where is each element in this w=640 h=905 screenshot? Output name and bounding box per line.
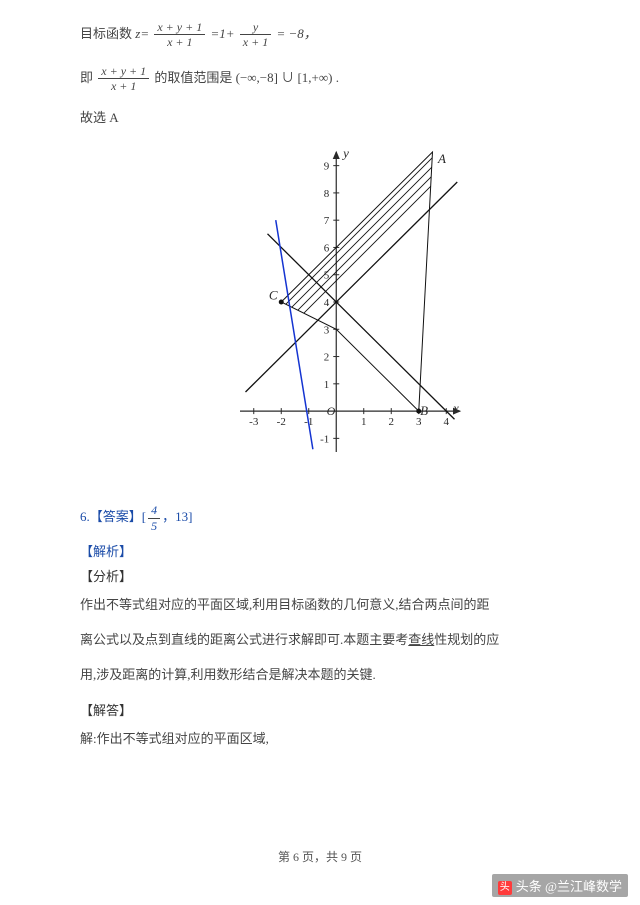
svg-text:x: x [452,401,459,416]
page-footer: 第 6 页，共 9 页 [0,848,640,865]
svg-text:5: 5 [324,270,330,282]
svg-text:1: 1 [361,416,367,428]
svg-text:7: 7 [324,216,330,228]
svg-text:-3: -3 [249,416,259,428]
svg-text:C: C [269,288,278,303]
q6-p4: 解:作出不等式组对应的平面区域, [80,729,580,750]
q6-p2c: 性规划的应 [434,632,499,647]
chart-container: -3-2-11234-1123456789yxOABC [80,142,580,487]
q6-answer-header: 6.【答案】[45，13] [80,503,580,533]
q6-p2a: 离公式以及点到直线的距离公式进行求解即可.本题主要考 [80,632,408,647]
svg-text:B: B [420,404,428,419]
q6-frac-den: 5 [148,519,160,533]
eq1-f2-den: x + 1 [240,35,271,49]
svg-text:1: 1 [324,379,330,391]
q6-p3: 用,涉及距离的计算,利用数形结合是解决本题的关键. [80,665,580,686]
eq1-suffix: = −8， [276,26,316,41]
answer-select: 故选 A [80,108,580,129]
eq2-num: x + y + 1 [98,64,149,79]
eq2-prefix: 即 [80,70,96,85]
svg-text:6: 6 [324,243,330,255]
analysis-label: 【解析】 [80,541,580,560]
feasible-region-chart: -3-2-11234-1123456789yxOABC [180,142,480,482]
svg-text:2: 2 [389,416,395,428]
svg-text:-1: -1 [320,434,329,446]
eq1-z: z= [135,26,149,41]
eq2-den: x + 1 [98,79,149,93]
q6-hdr-prefix: 6.【答案】 [80,509,142,524]
q6-p2: 离公式以及点到直线的距离公式进行求解即可.本题主要考查线性规划的应 [80,630,580,651]
eq1-mid: =1+ [210,26,234,41]
svg-text:-2: -2 [277,416,286,428]
jieda-label: 【解答】 [80,700,580,719]
svg-text:y: y [341,146,349,161]
watermark-icon: 头 [498,881,512,895]
svg-text:2: 2 [324,352,330,364]
svg-text:9: 9 [324,161,330,173]
svg-text:8: 8 [324,188,330,200]
watermark: 头头条 @兰江峰数学 [492,874,628,897]
eq2-frac: x + y + 1 x + 1 [96,64,151,94]
eq1-f1-num: x + y + 1 [154,20,205,35]
eq1-f1-den: x + 1 [154,35,205,49]
svg-text:O: O [327,405,336,419]
eq2-suffix: 的取值范围是 (−∞,−8] ∪ [1,+∞) . [154,70,339,85]
watermark-text: 头条 @兰江峰数学 [516,879,622,894]
q6-p1: 作出不等式组对应的平面区域,利用目标函数的几何意义,结合两点间的距 [80,595,580,616]
q6-p2b: 查线 [408,632,434,647]
q6-frac-num: 4 [148,503,160,518]
eq1-frac1: x + y + 1 x + 1 [152,20,207,50]
eq1-f2-num: y [240,20,271,35]
eq1-frac2: y x + 1 [238,20,273,50]
svg-text:4: 4 [324,297,330,309]
svg-text:A: A [437,151,446,166]
q6-hdr-suffix: ，13] [162,509,192,524]
equation-line-2: 即 x + y + 1 x + 1 的取值范围是 (−∞,−8] ∪ [1,+∞… [80,64,580,94]
eq1-prefix: 目标函数 [80,26,135,41]
svg-text:4: 4 [444,416,450,428]
fenxi-label: 【分析】 [80,566,580,585]
q6-frac: 45 [146,503,162,533]
equation-line-1: 目标函数 z= x + y + 1 x + 1 =1+ y x + 1 = −8… [80,20,580,50]
